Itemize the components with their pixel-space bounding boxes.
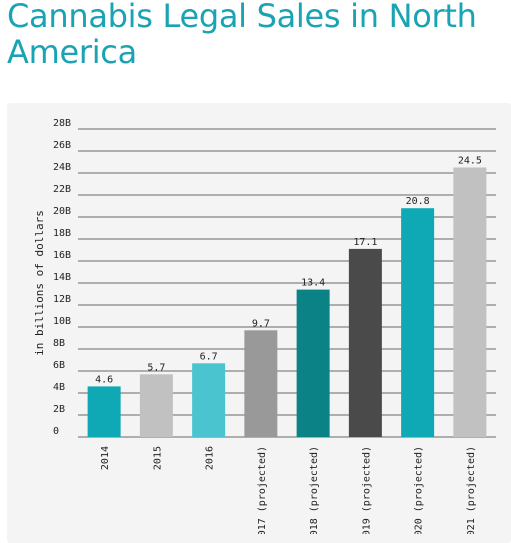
y-tick-label: 8B	[53, 338, 65, 349]
bar	[139, 374, 173, 437]
bar	[348, 248, 382, 437]
y-tick-label: 0	[53, 426, 59, 437]
bar-value-label: 24.5	[458, 156, 482, 167]
x-tick-label: 2020 (projected)	[414, 446, 425, 534]
x-tick-label: 2015	[152, 446, 163, 470]
y-tick-label: 10B	[53, 316, 71, 327]
chart-title: Cannabis Legal Sales in North America	[7, 0, 477, 71]
x-tick-label: 2021 (projected)	[466, 446, 477, 534]
bar-value-label: 4.6	[95, 374, 113, 385]
y-tick-label: 2B	[53, 404, 65, 415]
x-tick-label: 2016	[205, 446, 216, 470]
y-tick-label: 4B	[53, 382, 65, 393]
y-tick-label: 28B	[53, 118, 71, 129]
bar	[87, 386, 121, 437]
y-tick-label: 24B	[53, 162, 71, 173]
y-tick-label: 12B	[53, 294, 71, 305]
x-tick-label: 2018 (projected)	[309, 446, 320, 534]
bar-value-label: 17.1	[353, 237, 377, 248]
y-tick-label: 16B	[53, 250, 71, 261]
bar	[401, 208, 435, 437]
x-tick-label: 2019 (projected)	[361, 446, 372, 534]
bar-value-label: 13.4	[301, 278, 325, 289]
y-tick-label: 6B	[53, 360, 65, 371]
y-tick-label: 26B	[53, 140, 71, 151]
bar-value-label: 6.7	[200, 351, 218, 362]
bar	[244, 330, 278, 437]
bar	[296, 289, 330, 437]
y-tick-label: 22B	[53, 184, 71, 195]
bar-value-label: 9.7	[252, 318, 270, 329]
y-axis-title: in billions of dollars	[33, 210, 46, 356]
y-tick-label: 14B	[53, 272, 71, 283]
x-tick-label: 2017 (projected)	[257, 446, 268, 534]
bar	[192, 363, 226, 437]
bar	[453, 167, 487, 437]
bar-value-label: 20.8	[406, 196, 430, 207]
y-tick-label: 18B	[53, 228, 71, 239]
bar-value-label: 5.7	[147, 362, 165, 373]
x-tick-label: 2014	[100, 446, 111, 470]
y-tick-label: 20B	[53, 206, 71, 217]
